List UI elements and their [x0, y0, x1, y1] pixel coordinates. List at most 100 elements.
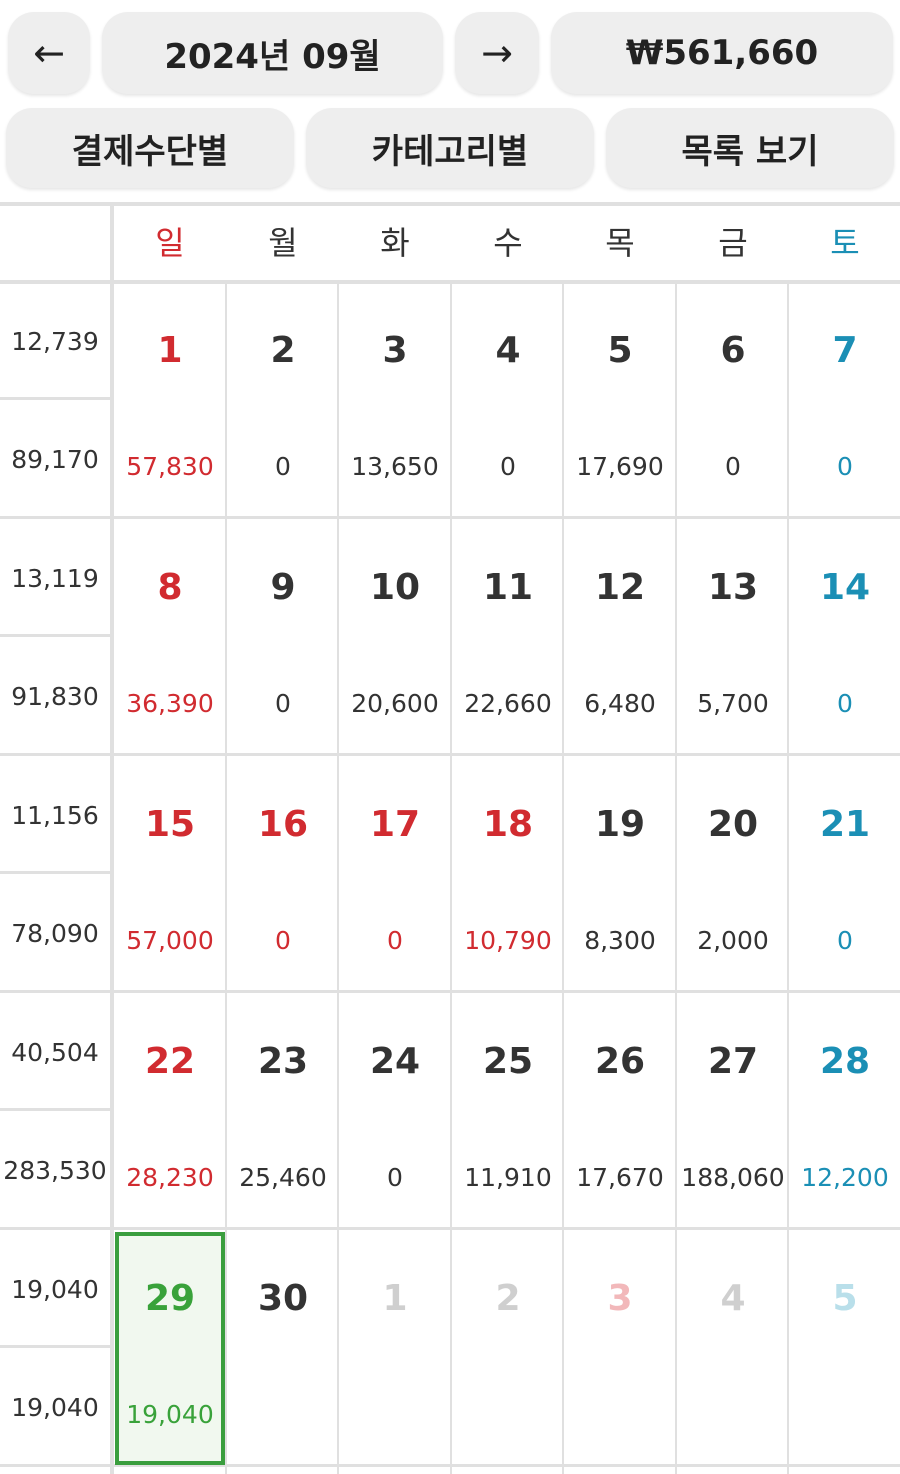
- day-number: 4: [720, 1277, 746, 1319]
- day-number: 5: [607, 329, 633, 371]
- summary-split-line: [0, 1108, 110, 1111]
- today-highlight: [115, 1232, 225, 1465]
- day-number: 6: [720, 329, 746, 371]
- day-column-divider: [337, 282, 339, 1474]
- week-summary-total: 91,830: [11, 681, 99, 711]
- week-summary-average: 13,119: [11, 563, 99, 593]
- day-amount: 11,910: [464, 1162, 552, 1192]
- day-column-divider: [450, 282, 452, 1474]
- monthly-total-label: ₩561,660: [625, 33, 819, 73]
- summary-split-line: [0, 871, 110, 874]
- summary-split-line: [0, 634, 110, 637]
- day-number: 8: [157, 566, 183, 608]
- day-number: 19: [594, 803, 646, 845]
- week-summary-average: 19,040: [11, 1274, 99, 1304]
- day-amount: 0: [275, 688, 291, 718]
- day-number: 10: [369, 566, 421, 608]
- next-month-button[interactable]: →: [455, 12, 539, 94]
- day-amount: 0: [837, 925, 853, 955]
- week-summary-average: 12,739: [11, 326, 99, 356]
- month-label: 2024년 09월: [164, 36, 381, 77]
- summary-column-border: [110, 202, 114, 1474]
- day-amount: 8,300: [584, 925, 656, 955]
- day-column-divider: [225, 282, 227, 1474]
- day-number: 18: [482, 803, 534, 845]
- weekday-label: 화: [380, 224, 410, 262]
- day-number: 29: [144, 1277, 196, 1319]
- day-amount: 12,200: [801, 1162, 889, 1192]
- day-amount: 22,660: [464, 688, 552, 718]
- day-number: 21: [819, 803, 871, 845]
- top-toolbar: ← 2024년 09월 → ₩561,660 결제수단별 카테고리별 목록 보기: [0, 0, 900, 200]
- day-amount: 0: [725, 451, 741, 481]
- day-number: 25: [482, 1040, 534, 1082]
- day-amount: 57,830: [126, 451, 214, 481]
- day-number: 11: [482, 566, 534, 608]
- day-amount: 0: [387, 925, 403, 955]
- day-number: 3: [607, 1277, 633, 1319]
- month-selector-button[interactable]: 2024년 09월: [102, 12, 443, 94]
- day-amount: 0: [837, 688, 853, 718]
- weekday-label: 토: [830, 224, 860, 262]
- week-summary-average: 40,504: [11, 1037, 99, 1067]
- arrow-right-icon: →: [481, 31, 513, 75]
- day-number: 15: [144, 803, 196, 845]
- day-amount: 20,600: [351, 688, 439, 718]
- day-number: 1: [157, 329, 183, 371]
- weekday-label: 목: [605, 224, 635, 262]
- monthly-total-button[interactable]: ₩561,660: [551, 12, 893, 94]
- by-payment-method-label: 결제수단별: [71, 131, 229, 172]
- day-number: 27: [707, 1040, 759, 1082]
- day-number: 13: [707, 566, 759, 608]
- week-summary-total: 78,090: [11, 918, 99, 948]
- arrow-left-icon: ←: [33, 31, 65, 75]
- day-column-divider: [562, 282, 564, 1474]
- day-column-divider: [787, 282, 789, 1474]
- day-number: 30: [257, 1277, 309, 1319]
- day-amount: 17,670: [576, 1162, 664, 1192]
- weekday-label: 월: [268, 224, 298, 262]
- day-number: 14: [819, 566, 871, 608]
- day-amount: 188,060: [681, 1162, 785, 1192]
- by-category-label: 카테고리별: [371, 131, 529, 172]
- day-amount: 13,650: [351, 451, 439, 481]
- by-category-button[interactable]: 카테고리별: [306, 108, 594, 188]
- list-view-label: 목록 보기: [681, 131, 819, 172]
- day-amount: 6,480: [584, 688, 656, 718]
- weekday-label: 수: [493, 224, 523, 262]
- day-amount: 5,700: [697, 688, 769, 718]
- day-number: 2: [270, 329, 296, 371]
- day-amount: 28,230: [126, 1162, 214, 1192]
- prev-month-button[interactable]: ←: [8, 12, 90, 94]
- day-number: 20: [707, 803, 759, 845]
- day-amount: 17,690: [576, 451, 664, 481]
- day-number: 28: [819, 1040, 871, 1082]
- day-amount: 0: [500, 451, 516, 481]
- day-amount: 57,000: [126, 925, 214, 955]
- day-number: 1: [382, 1277, 408, 1319]
- week-summary-average: 11,156: [11, 800, 99, 830]
- list-view-button[interactable]: 목록 보기: [606, 108, 894, 188]
- day-number: 26: [594, 1040, 646, 1082]
- day-amount: 0: [275, 925, 291, 955]
- day-amount: 0: [387, 1162, 403, 1192]
- day-number: 7: [832, 329, 858, 371]
- weekday-label: 금: [718, 224, 748, 262]
- week-summary-total: 283,530: [3, 1155, 107, 1185]
- day-number: 12: [594, 566, 646, 608]
- day-number: 24: [369, 1040, 421, 1082]
- week-summary-total: 89,170: [11, 444, 99, 474]
- summary-split-line: [0, 1345, 110, 1348]
- day-number: 5: [832, 1277, 858, 1319]
- week-summary-total: 19,040: [11, 1392, 99, 1422]
- day-amount: 2,000: [697, 925, 769, 955]
- day-number: 17: [369, 803, 421, 845]
- day-amount: 10,790: [464, 925, 552, 955]
- day-number: 23: [257, 1040, 309, 1082]
- summary-split-line: [0, 397, 110, 400]
- by-payment-method-button[interactable]: 결제수단별: [6, 108, 294, 188]
- day-number: 9: [270, 566, 296, 608]
- day-number: 3: [382, 329, 408, 371]
- day-amount: 0: [275, 451, 291, 481]
- day-amount: 36,390: [126, 688, 214, 718]
